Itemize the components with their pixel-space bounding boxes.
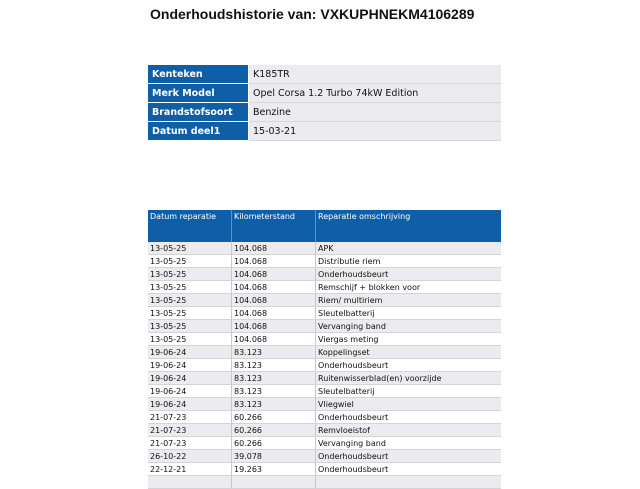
info-row: Merk Model Opel Corsa 1.2 Turbo 74kW Edit… <box>148 83 501 103</box>
table-row: 19-06-24 83.123 Koppelingset <box>148 345 501 359</box>
table-row: 13-05-25 104.068 Vervanging band <box>148 319 501 333</box>
repair-description: Vliegwiel <box>315 397 501 411</box>
info-value: K185TR <box>248 65 501 84</box>
table-header-row: Datum reparatie Kilometerstand Reparatie… <box>148 210 501 242</box>
repair-mileage: 104.068 <box>231 267 316 281</box>
repair-description: Onderhoudsbeurt <box>315 462 501 476</box>
repair-date: 19-06-24 <box>148 384 232 398</box>
repair-mileage: 104.068 <box>231 293 316 307</box>
repair-date: 13-05-25 <box>148 319 232 333</box>
repair-date <box>148 475 232 489</box>
repair-description: Koppelingset <box>315 345 501 359</box>
info-label: Kenteken <box>148 65 249 84</box>
repair-description: Remvloeistof <box>315 423 501 437</box>
repair-description: Onderhoudsbeurt <box>315 449 501 463</box>
repair-mileage: 60.266 <box>231 436 316 450</box>
repair-mileage: 104.068 <box>231 319 316 333</box>
info-row: Datum deel1 15-03-21 <box>148 121 501 141</box>
table-row: 21-07-23 60.266 Vervanging band <box>148 436 501 450</box>
repair-description: Onderhoudsbeurt <box>315 267 501 281</box>
repair-description <box>315 475 501 489</box>
repair-mileage: 104.068 <box>231 254 316 268</box>
table-row: 13-05-25 104.068 APK <box>148 242 501 255</box>
repair-description: APK <box>315 242 501 255</box>
repair-date: 19-06-24 <box>148 345 232 359</box>
repair-mileage: 19.263 <box>231 462 316 476</box>
col-header-description: Reparatie omschrijving <box>315 210 501 242</box>
repair-mileage <box>231 475 316 489</box>
table-row: 26-10-22 39.078 Onderhoudsbeurt <box>148 449 501 463</box>
repair-date: 21-07-23 <box>148 436 232 450</box>
info-label: Datum deel1 <box>148 121 249 141</box>
repair-mileage: 104.068 <box>231 332 316 346</box>
table-row: 19-06-24 83.123 Ruitenwisserblad(en) voorz… <box>148 371 501 385</box>
table-row: 13-05-25 104.068 Distributie riem <box>148 254 501 268</box>
table-row: 19-06-24 83.123 Sleutelbatterij <box>148 384 501 398</box>
repair-description: Onderhoudsbeurt <box>315 410 501 424</box>
repair-description: Distributie riem <box>315 254 501 268</box>
repair-description: Remschijf + blokken voor <box>315 280 501 294</box>
repair-date: 19-06-24 <box>148 397 232 411</box>
table-row: 19-06-24 83.123 Vliegwiel <box>148 397 501 411</box>
repair-mileage: 83.123 <box>231 371 316 385</box>
info-row: Kenteken K185TR <box>148 65 501 84</box>
repair-description: Ruitenwisserblad(en) voorzijde <box>315 371 501 385</box>
table-row: 19-06-24 83.123 Onderhoudsbeurt <box>148 358 501 372</box>
table-row: 13-05-25 104.068 Remschijf + blokken voor <box>148 280 501 294</box>
repair-description: Riem/ multiriem <box>315 293 501 307</box>
repair-mileage: 83.123 <box>231 384 316 398</box>
repair-date: 13-05-25 <box>148 280 232 294</box>
col-header-mileage: Kilometerstand <box>231 210 316 242</box>
info-value: Benzine <box>248 102 501 122</box>
repair-date: 13-05-25 <box>148 242 232 255</box>
repair-date: 26-10-22 <box>148 449 232 463</box>
table-row: 13-05-25 104.068 Sleutelbatterij <box>148 306 501 320</box>
info-value: Opel Corsa 1.2 Turbo 74kW Edition <box>248 83 501 103</box>
repair-date: 13-05-25 <box>148 306 232 320</box>
repair-date: 13-05-25 <box>148 293 232 307</box>
repair-date: 22-12-21 <box>148 462 232 476</box>
table-row: 21-07-23 60.266 Remvloeistof <box>148 423 501 437</box>
info-value: 15-03-21 <box>248 121 501 141</box>
table-row: 21-07-23 60.266 Onderhoudsbeurt <box>148 410 501 424</box>
repair-mileage: 83.123 <box>231 397 316 411</box>
repair-description: Vervanging band <box>315 436 501 450</box>
repair-mileage: 104.068 <box>231 280 316 294</box>
vehicle-info-table: Kenteken K185TR Merk Model Opel Corsa 1.2 T… <box>148 65 501 141</box>
repair-mileage: 39.078 <box>231 449 316 463</box>
table-row: 13-05-25 104.068 Viergas meting <box>148 332 501 346</box>
info-label: Merk Model <box>148 83 249 103</box>
table-row: 13-05-25 104.068 Riem/ multiriem <box>148 293 501 307</box>
table-row: 22-12-21 19.263 Onderhoudsbeurt <box>148 462 501 476</box>
repair-description: Vervanging band <box>315 319 501 333</box>
repair-description: Onderhoudsbeurt <box>315 358 501 372</box>
table-row: 13-05-25 104.068 Onderhoudsbeurt <box>148 267 501 281</box>
repair-description: Viergas meting <box>315 332 501 346</box>
repair-mileage: 60.266 <box>231 410 316 424</box>
repair-mileage: 83.123 <box>231 345 316 359</box>
repair-date: 19-06-24 <box>148 358 232 372</box>
repair-description: Sleutelbatterij <box>315 306 501 320</box>
info-label: Brandstofsoort <box>148 102 249 122</box>
repair-date: 21-07-23 <box>148 410 232 424</box>
repair-mileage: 104.068 <box>231 306 316 320</box>
repair-date: 19-06-24 <box>148 371 232 385</box>
repair-date: 13-05-25 <box>148 254 232 268</box>
col-header-date: Datum reparatie <box>148 210 232 242</box>
repair-date: 13-05-25 <box>148 332 232 346</box>
repair-date: 13-05-25 <box>148 267 232 281</box>
repair-mileage: 104.068 <box>231 242 316 255</box>
repair-description: Sleutelbatterij <box>315 384 501 398</box>
page-title: Onderhoudshistorie van: VXKUPHNEKM410628… <box>150 6 475 22</box>
repair-mileage: 83.123 <box>231 358 316 372</box>
table-row <box>148 475 501 489</box>
repair-history-table: Datum reparatie Kilometerstand Reparatie… <box>148 210 501 489</box>
repair-date: 21-07-23 <box>148 423 232 437</box>
info-row: Brandstofsoort Benzine <box>148 102 501 122</box>
repair-mileage: 60.266 <box>231 423 316 437</box>
